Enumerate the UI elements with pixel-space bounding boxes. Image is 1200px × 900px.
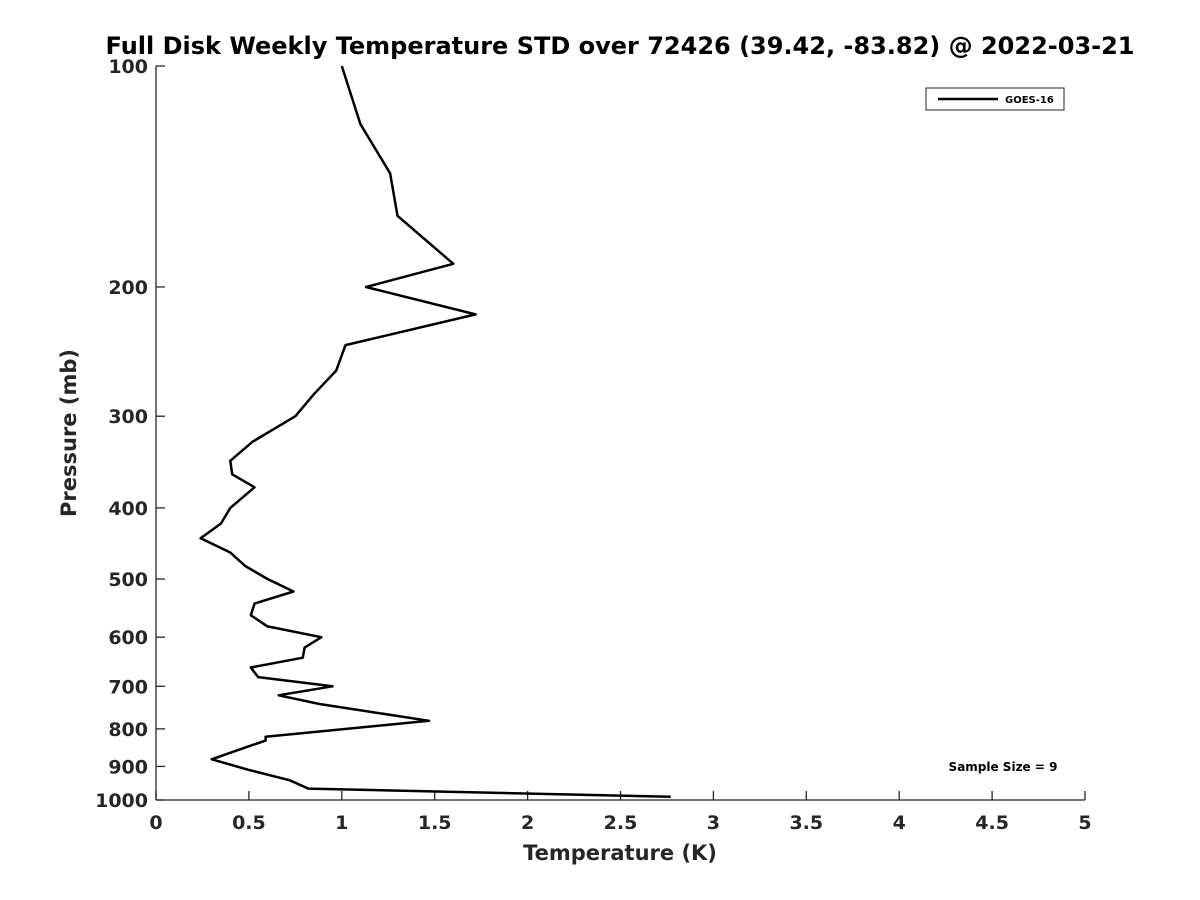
- x-tick-label: 0.5: [232, 812, 266, 834]
- series-line-goes-16: [199, 65, 671, 799]
- x-axis-label: Temperature (K): [523, 841, 717, 865]
- y-tick-label: 100: [108, 56, 148, 78]
- x-tick-label: 0: [149, 812, 162, 834]
- y-tick-label: 600: [108, 627, 148, 649]
- x-ticks: 0 0.5 1 1.5 2 2.5 3 3.5 4 4.5 5: [149, 791, 1092, 834]
- y-tick-label: 300: [108, 406, 148, 428]
- legend-label-goes-16: GOES-16: [1005, 95, 1054, 106]
- x-tick-label: 3.5: [789, 812, 823, 834]
- y-tick-label: 1000: [95, 790, 148, 812]
- sample-size-annotation: Sample Size = 9: [949, 760, 1058, 774]
- x-tick-label: 1.5: [418, 812, 452, 834]
- x-tick-label: 3: [707, 812, 720, 834]
- legend: GOES-16: [925, 87, 1065, 111]
- y-tick-label: 500: [108, 569, 148, 591]
- y-tick-label: 400: [108, 498, 148, 520]
- x-tick-label: 1: [335, 812, 348, 834]
- plot-axes: [155, 66, 1085, 801]
- x-tick-label: 2: [521, 812, 534, 834]
- y-tick-label: 700: [108, 676, 148, 698]
- y-ticks: 100 200 300 400 500 600 700 800 900 1000: [95, 56, 165, 812]
- x-tick-label: 5: [1078, 812, 1091, 834]
- y-axis-label: Pressure (mb): [57, 349, 81, 517]
- x-tick-label: 2.5: [604, 812, 638, 834]
- x-tick-label: 4.5: [975, 812, 1009, 834]
- y-tick-label: 800: [108, 719, 148, 741]
- x-tick-label: 4: [893, 812, 906, 834]
- y-tick-label: 900: [108, 756, 148, 778]
- series-group: [199, 65, 671, 799]
- chart-title: Full Disk Weekly Temperature STD over 72…: [106, 32, 1135, 60]
- y-tick-label: 200: [108, 277, 148, 299]
